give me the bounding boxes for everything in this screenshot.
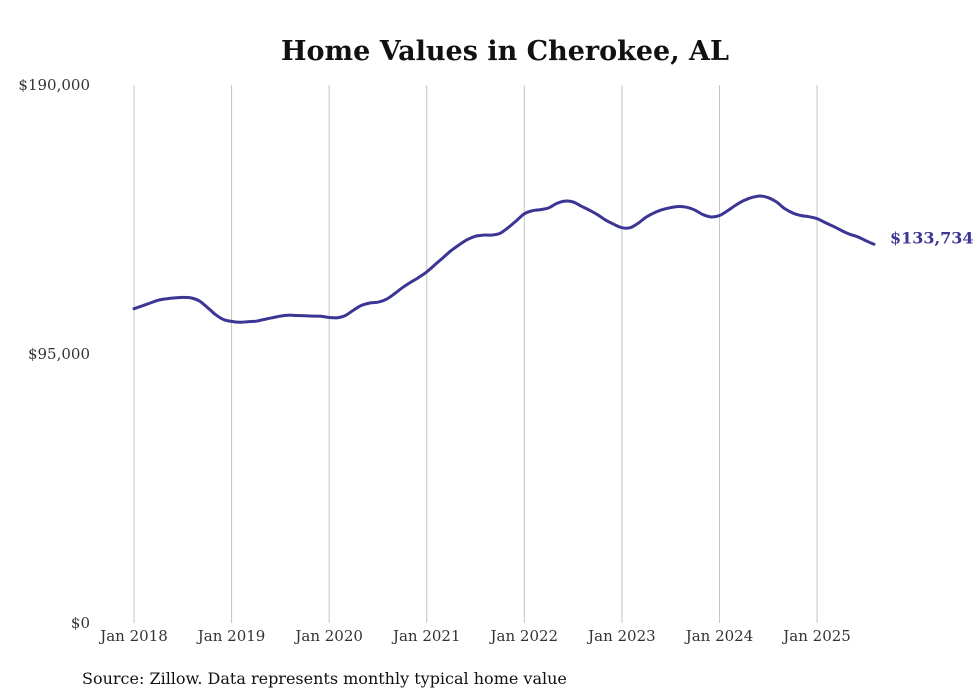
x-axis-ticks: Jan 2018 Jan 2019 Jan 2020 Jan 2021 Jan 2022… bbox=[98, 627, 851, 645]
series-line bbox=[132, 194, 876, 324]
y-tick-label: $95,000 bbox=[28, 345, 90, 363]
x-tick-label: Jan 2023 bbox=[586, 627, 656, 645]
x-tick-label: Jan 2018 bbox=[98, 627, 168, 645]
x-tick-label: Jan 2024 bbox=[684, 627, 754, 645]
y-tick-label: $190,000 bbox=[18, 76, 90, 94]
x-tick-label: Jan 2019 bbox=[196, 627, 266, 645]
y-axis-ticks: $0 $95,000 $190,000 bbox=[18, 76, 90, 632]
x-tick-label: Jan 2020 bbox=[293, 627, 363, 645]
chart-title: Home Values in Cherokee, AL bbox=[281, 36, 729, 67]
end-value-label: $133,734 bbox=[890, 228, 974, 247]
x-tick-label: Jan 2022 bbox=[489, 627, 559, 645]
y-tick-label: $0 bbox=[71, 614, 90, 632]
source-note: Source: Zillow. Data represents monthly … bbox=[82, 669, 567, 688]
x-tick-label: Jan 2021 bbox=[391, 627, 461, 645]
x-tick-label: Jan 2025 bbox=[781, 627, 851, 645]
gridlines bbox=[133, 85, 818, 623]
